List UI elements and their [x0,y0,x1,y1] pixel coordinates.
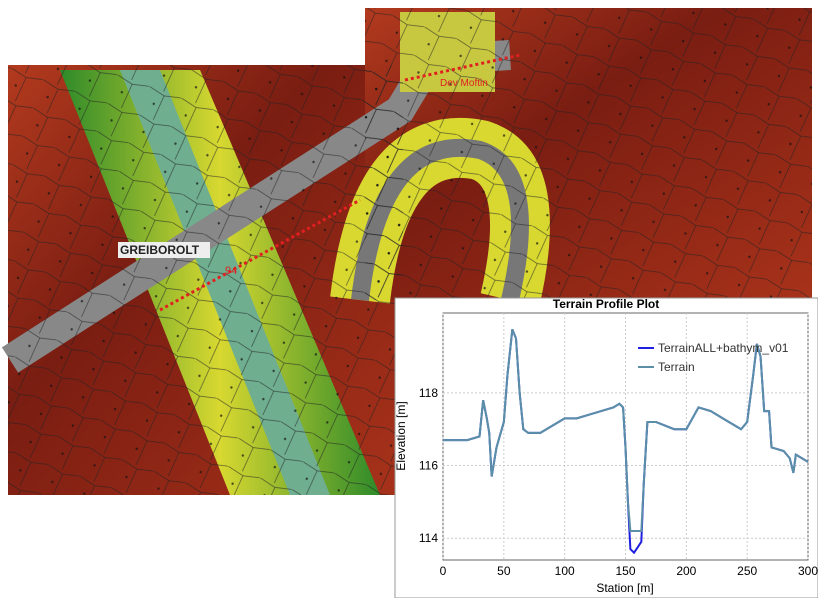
legend-label: Terrain [658,360,695,374]
x-tick-label: 200 [676,564,696,578]
y-axis-label: Elevation [m] [394,401,408,470]
x-tick-label: 150 [615,564,635,578]
map-label: GREIBOROLT [120,243,200,257]
map-label: 94 [225,265,237,277]
screenshot: GREIBOROLT 94 Dev Moftin Terrain Profile… [0,0,818,598]
chart: Terrain Profile Plot Station [m] Elevati… [394,297,818,598]
x-tick-label: 50 [497,564,511,578]
x-tick-label: 0 [440,564,447,578]
x-tick-label: 100 [555,564,575,578]
y-tick-label: 116 [419,459,438,473]
x-tick-label: 250 [737,564,757,578]
mesh [365,8,812,300]
x-axis-label: Station [m] [596,581,653,595]
mesh [8,65,403,495]
legend-label: TerrainALL+bathym_v01 [658,341,789,355]
y-tick-label: 114 [419,531,438,545]
page: {"map":{"labels":["GREIBOROLT","94","Dev… [0,0,818,598]
y-tick-label: 118 [419,386,438,400]
chart-title: Terrain Profile Plot [553,297,659,311]
map-label: Dev Moftin [440,78,488,89]
x-tick-label: 300 [798,564,818,578]
